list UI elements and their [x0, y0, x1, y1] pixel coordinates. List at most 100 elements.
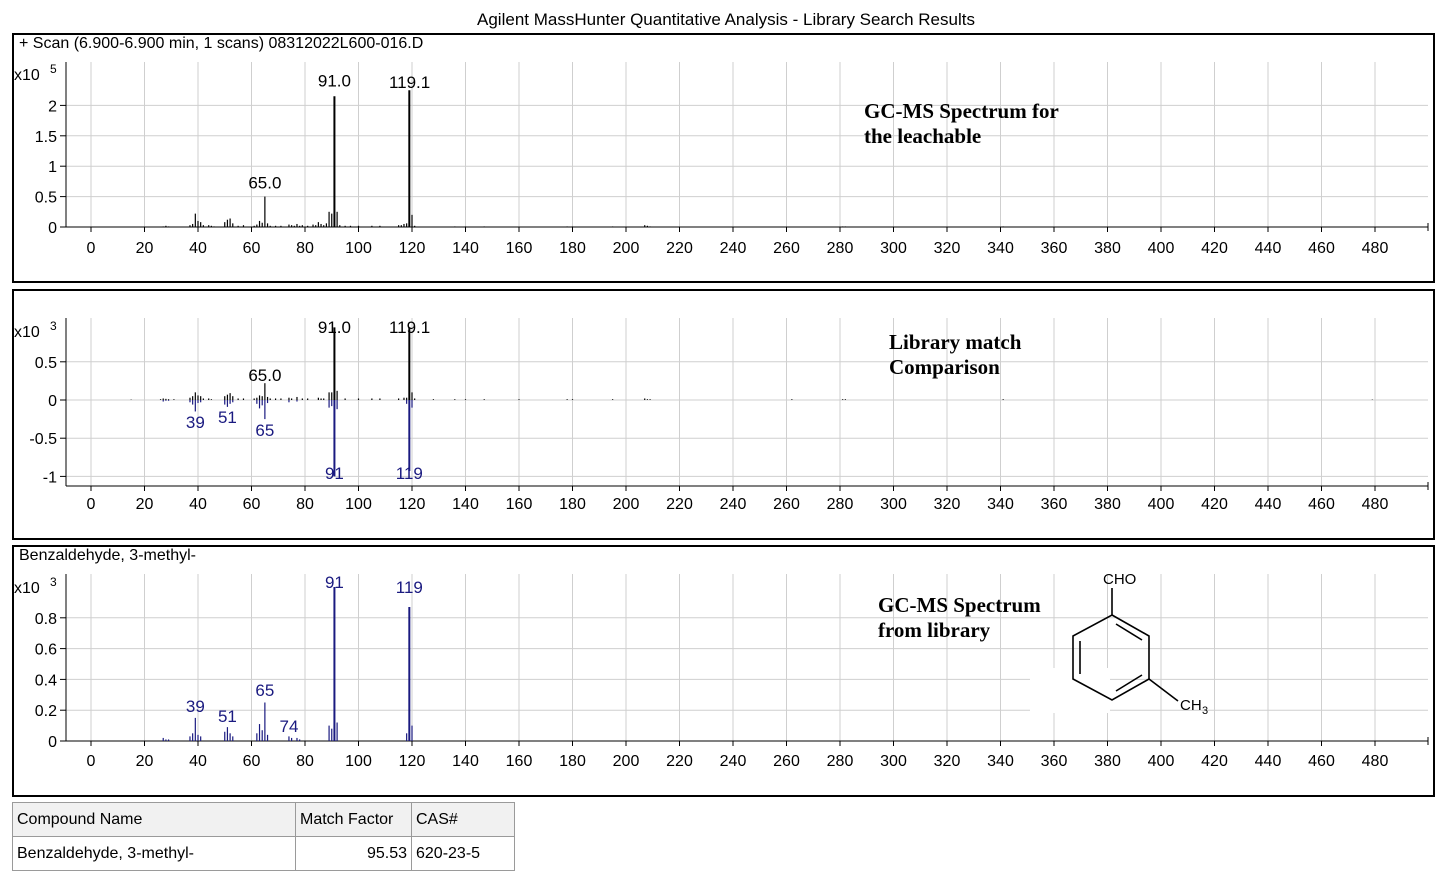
x-tick-label: 320: [934, 753, 961, 770]
y-tick-label: 0.6: [35, 642, 57, 659]
x-tick-label: 100: [345, 753, 372, 770]
x-tick-label: 160: [506, 496, 533, 513]
library-peak-label: 39: [186, 413, 205, 432]
library-peak-label: 65: [255, 421, 274, 440]
scan-header: + Scan (6.900-6.900 min, 1 scans) 083120…: [19, 35, 424, 52]
x-tick-label: 40: [189, 496, 207, 513]
x-tick-label: 380: [1094, 496, 1121, 513]
x-tick-label: 440: [1255, 753, 1282, 770]
peak-label: 39: [186, 697, 205, 716]
x-tick-label: 120: [399, 496, 426, 513]
x-tick-label: 420: [1201, 240, 1228, 257]
annotation-library: GC-MS Spectrum from library: [878, 593, 1041, 642]
x-tick-label: 260: [773, 753, 800, 770]
x-tick-label: 80: [296, 753, 314, 770]
y-multiplier-label: x10: [14, 67, 40, 84]
y-exponent-label: 3: [50, 575, 57, 589]
peak-label: 65: [255, 681, 274, 700]
x-tick-label: 300: [880, 240, 907, 257]
library-peak-label: 91: [325, 464, 344, 483]
library-spectrum-panel: Benzaldehyde, 3-methyl-: [12, 545, 1435, 797]
peak-label: 91: [325, 573, 344, 592]
library-peak-label: 119: [396, 464, 423, 483]
x-tick-label: 220: [666, 240, 693, 257]
y-tick-label: -1: [43, 469, 57, 486]
x-tick-label: 440: [1255, 496, 1282, 513]
x-tick-label: 460: [1308, 240, 1335, 257]
x-tick-label: 40: [189, 753, 207, 770]
annotation-leachable: GC-MS Spectrum for the leachable: [864, 99, 1059, 148]
y-tick-label: 0: [48, 393, 57, 410]
x-tick-label: 160: [506, 240, 533, 257]
x-tick-label: 60: [243, 753, 261, 770]
y-tick-label: 0.4: [35, 672, 57, 689]
sample-spectrum-panel: + Scan (6.900-6.900 min, 1 scans) 083120…: [12, 33, 1435, 283]
x-tick-label: 480: [1362, 753, 1389, 770]
results-table: Compound Name Match Factor CAS# Benzalde…: [12, 802, 515, 871]
x-tick-label: 400: [1148, 496, 1175, 513]
x-tick-label: 180: [559, 753, 586, 770]
x-tick-label: 280: [827, 496, 854, 513]
x-tick-label: 420: [1201, 496, 1228, 513]
structure-diagram: CHO CH 3: [1030, 571, 1208, 717]
peak-label: 65.0: [248, 174, 281, 193]
x-tick-label: 20: [136, 753, 154, 770]
x-tick-label: 200: [613, 496, 640, 513]
comparison-panel: [12, 289, 1435, 540]
x-tick-label: 0: [87, 240, 96, 257]
x-tick-label: 0: [87, 753, 96, 770]
library-peak-label: 51: [218, 408, 237, 427]
table-header-row: Compound Name Match Factor CAS#: [12, 802, 515, 837]
x-tick-label: 460: [1308, 753, 1335, 770]
peak-label: 119.1: [389, 318, 430, 337]
x-tick-label: 340: [987, 496, 1014, 513]
x-tick-label: 40: [189, 240, 207, 257]
x-tick-label: 380: [1094, 753, 1121, 770]
y-tick-label: 0.5: [35, 355, 57, 372]
y-tick-label: 0.8: [35, 611, 57, 628]
x-tick-label: 400: [1148, 753, 1175, 770]
x-tick-label: 280: [827, 240, 854, 257]
x-tick-label: 60: [243, 240, 261, 257]
x-tick-label: 320: [934, 240, 961, 257]
x-tick-label: 140: [452, 496, 479, 513]
cho-label: CHO: [1103, 571, 1136, 588]
x-tick-label: 240: [720, 240, 747, 257]
x-tick-label: 20: [136, 496, 154, 513]
x-tick-label: 400: [1148, 240, 1175, 257]
x-tick-label: 300: [880, 496, 907, 513]
x-tick-label: 380: [1094, 240, 1121, 257]
peak-label: 51: [218, 707, 237, 726]
y-tick-label: 0.2: [35, 703, 57, 720]
y-multiplier-label: x10: [14, 580, 40, 597]
x-tick-label: 140: [452, 240, 479, 257]
x-tick-label: 0: [87, 496, 96, 513]
x-tick-label: 240: [720, 496, 747, 513]
cell-compound-name: Benzaldehyde, 3-methyl-: [12, 836, 296, 871]
peak-label: 74: [279, 717, 298, 736]
y-tick-label: 0: [48, 220, 57, 237]
col-match-factor[interactable]: Match Factor: [295, 802, 412, 837]
col-compound-name[interactable]: Compound Name: [12, 802, 296, 837]
ch3-label: CH: [1180, 697, 1202, 714]
x-tick-label: 140: [452, 753, 479, 770]
x-tick-label: 100: [345, 240, 372, 257]
col-cas[interactable]: CAS#: [411, 802, 515, 837]
x-tick-label: 200: [613, 240, 640, 257]
y-tick-label: 0: [48, 734, 57, 751]
x-tick-label: 480: [1362, 496, 1389, 513]
x-tick-label: 300: [880, 753, 907, 770]
table-row[interactable]: Benzaldehyde, 3-methyl- 95.53 620-23-5: [12, 836, 515, 871]
y-exponent-label: 5: [50, 62, 57, 76]
peak-label: 65.0: [248, 366, 281, 385]
x-tick-label: 80: [296, 240, 314, 257]
annotation-comparison: Library match Comparison: [889, 330, 1022, 379]
x-tick-label: 60: [243, 496, 261, 513]
x-tick-label: 220: [666, 753, 693, 770]
y-tick-label: 0.5: [35, 190, 57, 207]
y-multiplier-label: x10: [14, 324, 40, 341]
y-tick-label: 2: [48, 98, 57, 115]
x-tick-label: 80: [296, 496, 314, 513]
x-tick-label: 200: [613, 753, 640, 770]
compound-header: Benzaldehyde, 3-methyl-: [19, 547, 196, 564]
